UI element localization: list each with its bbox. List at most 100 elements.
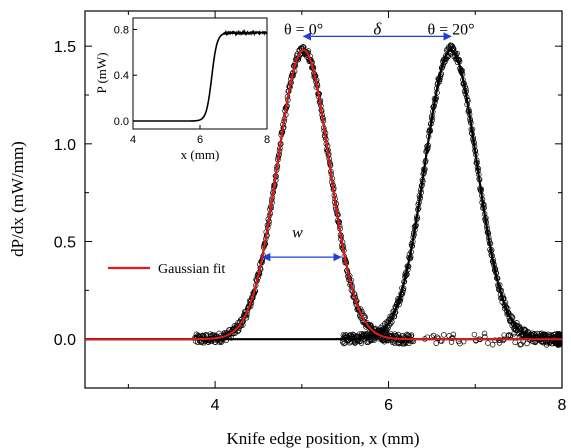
data-point (438, 70, 444, 77)
data-point (413, 222, 419, 228)
inset-y-label: P (mW) (94, 52, 109, 93)
inset-power-curve (133, 28, 268, 122)
data-point (472, 147, 478, 154)
data-point (485, 340, 491, 346)
data-point (430, 332, 437, 339)
data-point (503, 304, 510, 310)
theta-20-label: θ = 20° (427, 22, 474, 39)
data-point (408, 332, 415, 338)
data-point (463, 94, 470, 100)
data-point (462, 91, 469, 97)
inset-chart: 4 6 8 0.0 0.4 0.8 x (mm) P (mW) (94, 17, 270, 162)
data-point (468, 120, 474, 126)
data-point (494, 275, 501, 282)
data-point (405, 263, 412, 270)
inset-y-tick-label: 0.8 (114, 24, 129, 36)
data-point (388, 316, 394, 322)
data-point (441, 332, 447, 338)
data-point (481, 201, 487, 208)
y-axis-label: dP/dx (mW/mm) (8, 141, 27, 257)
data-point (501, 301, 508, 307)
data-point (434, 89, 440, 96)
data-point (469, 126, 476, 132)
y-tick-label: 1.0 (54, 137, 76, 154)
data-point (498, 295, 504, 301)
data-point (496, 282, 503, 288)
data-point (420, 178, 426, 185)
inset-x-tick-label: 6 (197, 134, 203, 146)
data-point (428, 120, 434, 127)
data-point (418, 189, 424, 196)
width-label: w (292, 225, 303, 242)
data-point (433, 95, 439, 101)
data-point (489, 341, 496, 348)
x-axis-label: Knife edge position, x (mm) (226, 429, 419, 448)
data-point (478, 186, 485, 192)
data-point (466, 108, 472, 114)
data-point (455, 57, 462, 63)
legend-label: Gaussian fit (158, 262, 225, 277)
data-point (463, 88, 469, 94)
data-point (454, 50, 460, 57)
data-point (409, 243, 416, 249)
data-point (509, 314, 515, 320)
x-tick-label: 6 (384, 397, 393, 414)
y-tick-label: 0.0 (54, 332, 76, 349)
data-point (473, 151, 479, 158)
x-tick-label: 4 (211, 397, 220, 414)
data-point (429, 117, 436, 123)
data-point (459, 71, 466, 77)
inset-x-tick-label: 8 (264, 134, 270, 146)
data-point (509, 314, 516, 321)
data-point (399, 289, 406, 295)
data-point (442, 59, 448, 65)
data-point (415, 205, 422, 212)
data-point (461, 80, 467, 87)
data-point (485, 230, 492, 237)
data-point (423, 147, 430, 154)
inset-y-tick-label: 0.0 (114, 116, 129, 128)
inset-axis-ticks: 4 6 8 0.0 0.4 0.8 (114, 24, 270, 146)
data-point (518, 341, 524, 348)
data-point (459, 67, 465, 74)
data-point (422, 166, 428, 172)
data-point (421, 170, 427, 176)
data-point (437, 76, 443, 82)
data-point (416, 193, 423, 199)
data-point (479, 196, 486, 203)
data-point (505, 333, 511, 339)
data-point (425, 145, 431, 151)
data-point (436, 78, 443, 85)
data-point (235, 328, 241, 335)
data-point (387, 320, 394, 327)
data-point (409, 242, 415, 249)
data-point (393, 304, 399, 311)
y-tick-label: 1.5 (54, 39, 76, 56)
data-point (419, 182, 425, 188)
data-point (484, 226, 490, 232)
data-point (456, 58, 463, 65)
inset-y-tick-label: 0.4 (114, 70, 129, 82)
data-point (487, 240, 494, 247)
main-data-layer (85, 42, 563, 348)
data-point (425, 142, 431, 149)
data-point (470, 135, 477, 141)
data-point (395, 331, 401, 338)
data-point (396, 301, 402, 308)
plot-frame (84, 10, 563, 389)
data-point (483, 223, 490, 229)
data-point (483, 215, 489, 221)
data-point (413, 216, 420, 223)
delta-label: δ (373, 20, 382, 39)
data-point (486, 237, 492, 244)
theta-0-label: θ = 0° (284, 22, 323, 39)
data-point (556, 333, 563, 339)
data-point (385, 325, 391, 331)
data-point (416, 199, 422, 206)
data-point (474, 165, 481, 171)
data-point (517, 342, 523, 348)
data-point (465, 98, 471, 104)
data-point (405, 266, 411, 273)
main-axis-ticks: 4 6 8 0.0 0.5 1.0 1.5 (54, 11, 567, 414)
data-point (410, 234, 416, 240)
